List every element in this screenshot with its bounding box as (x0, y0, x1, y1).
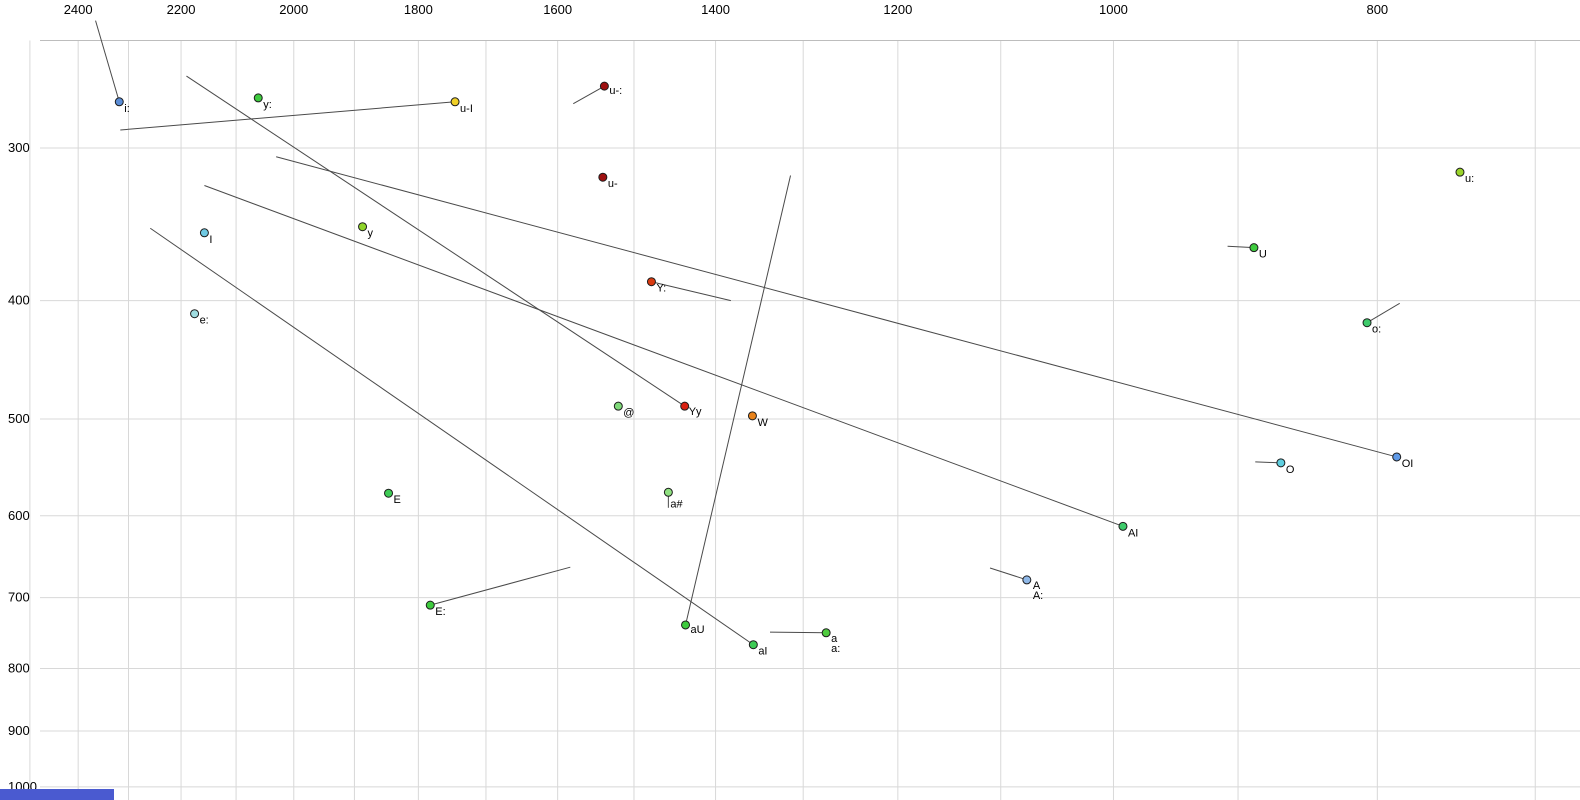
y-tick-label-700: 700 (8, 590, 30, 605)
data-point-e: (190, 309, 200, 319)
data-point-a# (663, 487, 673, 497)
trajectory-AI (204, 185, 1124, 527)
point-label-a: a (831, 633, 838, 645)
data-point-E (384, 488, 394, 498)
y-tick-label-300: 300 (8, 140, 30, 155)
data-point-aU (681, 620, 691, 630)
data-point-E: (425, 600, 435, 610)
point-label-W: W (757, 417, 768, 429)
point-label-Yy: Yy (689, 406, 702, 418)
trajectory-OI (276, 156, 1397, 458)
trajectory-A (989, 567, 1027, 581)
data-point-U (1249, 243, 1259, 253)
data-point-W (747, 411, 757, 421)
point-label-a#: a# (670, 498, 683, 510)
x-tick-label-1200: 1200 (883, 2, 912, 17)
data-point-a (821, 628, 831, 638)
trajectory-u-: (573, 85, 605, 105)
point-label-u-I: u-I (460, 103, 473, 115)
point-label-y: y (368, 228, 374, 240)
point-label-O: O (1286, 464, 1295, 476)
data-point-aI (748, 640, 758, 650)
data-point-u- (598, 172, 608, 182)
y-tick-label-500: 500 (8, 411, 30, 426)
x-tick-label-800: 800 (1366, 2, 1388, 17)
point-label-i:: i: (124, 103, 130, 115)
point-label-AI: AI (1128, 527, 1138, 539)
trajectory-o: (1366, 302, 1400, 324)
data-point-OI (1392, 452, 1402, 462)
data-point-Yy (680, 401, 690, 411)
data-point-i: (114, 97, 124, 107)
point-label-u-: u- (608, 178, 618, 190)
data-point-AI (1118, 521, 1128, 531)
x-tick-label-1600: 1600 (543, 2, 572, 17)
point-label-E: E (394, 494, 401, 506)
y-tick-label-600: 600 (8, 508, 30, 523)
trajectory-Y: (651, 281, 731, 302)
point-label-e:: e: (200, 315, 209, 327)
point-label-u:: u: (1465, 173, 1474, 185)
x-tick-label-2400: 2400 (64, 2, 93, 17)
data-point-I (199, 228, 209, 238)
y-tick-label-400: 400 (8, 293, 30, 308)
point-label-@: @ (623, 407, 634, 419)
y-tick-label-800: 800 (8, 660, 30, 675)
trajectory-i: (95, 20, 120, 102)
trajectory-E: (430, 566, 571, 606)
data-point-O (1276, 458, 1286, 468)
point-label-u-:: u-: (609, 85, 622, 97)
trajectory-aI (150, 227, 754, 646)
x-tick-label-1800: 1800 (404, 2, 433, 17)
trajectory-Yy (186, 75, 685, 407)
data-point-A (1022, 575, 1032, 585)
trajectory-u-I (120, 101, 456, 131)
point-label-y:: y: (263, 99, 272, 111)
trajectory-aU (685, 175, 792, 626)
point-label-Y:: Y: (656, 283, 666, 295)
x-tick-label-2000: 2000 (279, 2, 308, 17)
point-label-OI: OI (1402, 458, 1414, 470)
data-point-@ (613, 401, 623, 411)
selection-strip (0, 789, 114, 800)
data-point-y (358, 222, 368, 232)
data-point-Y: (646, 277, 656, 287)
data-point-y: (253, 93, 263, 103)
data-point-u-I (450, 97, 460, 107)
x-tick-label-1000: 1000 (1099, 2, 1128, 17)
y-tick-label-900: 900 (8, 723, 30, 738)
data-point-u: (1455, 167, 1465, 177)
point-label-aI: aI (758, 646, 767, 658)
point-label-E:: E: (435, 606, 445, 618)
point-label-U: U (1259, 249, 1267, 261)
point-label-a:: a: (831, 643, 840, 655)
point-label-A: A (1033, 580, 1041, 592)
data-point-o: (1362, 318, 1372, 328)
point-label-o:: o: (1372, 324, 1381, 336)
x-tick-label-2200: 2200 (167, 2, 196, 17)
data-point-u-: (599, 81, 609, 91)
point-label-A:: A: (1033, 590, 1043, 602)
trajectory-a (770, 631, 827, 634)
point-label-I: I (209, 234, 212, 246)
point-label-aU: aU (691, 624, 705, 636)
x-tick-label-1400: 1400 (701, 2, 730, 17)
